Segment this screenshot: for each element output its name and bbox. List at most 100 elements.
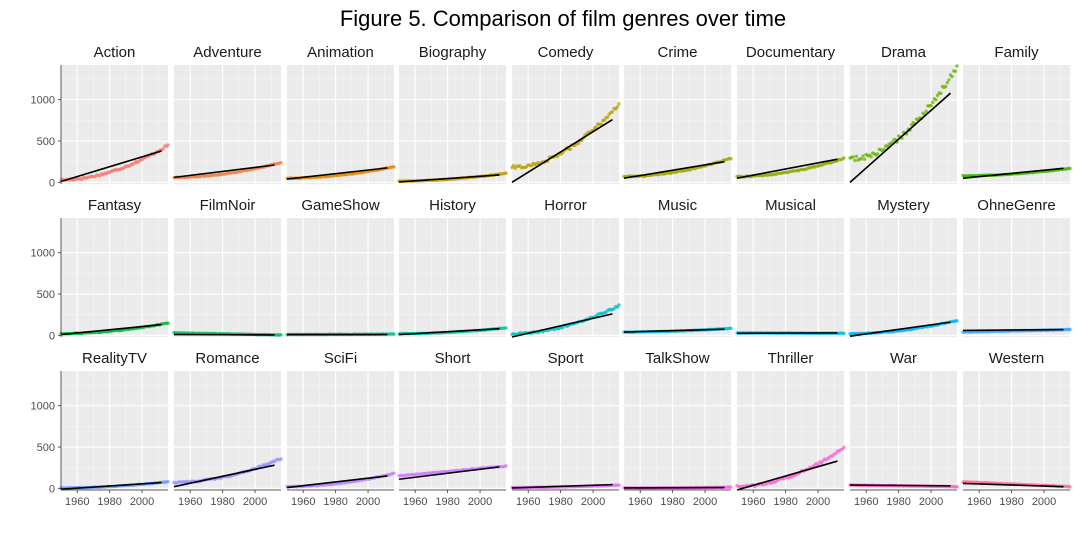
trend-line bbox=[849, 92, 952, 183]
data-point bbox=[1068, 485, 1072, 489]
panel-crime: Crime bbox=[622, 44, 733, 184]
panel-background bbox=[963, 218, 1070, 337]
facet-label: Fantasy bbox=[88, 197, 142, 214]
facet-label: Music bbox=[658, 197, 698, 214]
data-point bbox=[869, 155, 873, 159]
facet-label: Family bbox=[994, 44, 1039, 61]
trend-line bbox=[173, 464, 275, 488]
facet-label: Western bbox=[989, 350, 1045, 367]
data-point bbox=[555, 154, 560, 159]
panel-ohnegenre: OhneGenre bbox=[961, 197, 1072, 337]
y-tick-label: 1000 bbox=[31, 95, 55, 107]
facet-label: Action bbox=[94, 44, 136, 61]
trend-line bbox=[60, 481, 162, 490]
x-tick-label: 1960 bbox=[65, 496, 89, 508]
data-point bbox=[729, 326, 733, 330]
x-tick-label: 1960 bbox=[741, 496, 765, 508]
data-point bbox=[955, 319, 959, 323]
data-point bbox=[392, 471, 396, 475]
data-point bbox=[851, 155, 855, 159]
data-point bbox=[953, 69, 958, 74]
facet-label: FilmNoir bbox=[200, 197, 256, 214]
panel-documentary: Documentary bbox=[735, 44, 846, 184]
x-tick-label: 1980 bbox=[548, 496, 572, 508]
trend-line bbox=[962, 328, 1064, 332]
data-point bbox=[862, 157, 867, 161]
facet-label: Biography bbox=[419, 44, 487, 61]
panel-realitytv: RealityTV 0 500 1000 1960 1980 2000 bbox=[31, 350, 170, 508]
panel-background bbox=[737, 218, 844, 337]
data-point bbox=[853, 158, 857, 163]
data-point bbox=[599, 122, 603, 126]
trend-line bbox=[60, 150, 162, 183]
data-point bbox=[842, 156, 846, 160]
panel-action: Action 0 500 1000 bbox=[31, 44, 170, 189]
facet-label: Horror bbox=[544, 197, 587, 214]
data-point bbox=[504, 464, 508, 468]
data-point bbox=[842, 331, 846, 335]
trend-line bbox=[849, 484, 951, 487]
trend-line bbox=[173, 164, 275, 179]
x-tick-label: 2000 bbox=[919, 496, 943, 508]
data-point bbox=[939, 91, 943, 96]
data-point bbox=[166, 321, 170, 325]
panel-background bbox=[737, 371, 844, 490]
panel-background bbox=[624, 371, 731, 490]
panel-background bbox=[174, 65, 281, 184]
x-tick-label: 1980 bbox=[999, 496, 1023, 508]
panel-background bbox=[61, 218, 168, 337]
panel-sport: Sport 1960 1980 2000 bbox=[510, 350, 621, 508]
data-point bbox=[279, 160, 283, 165]
panel-background bbox=[287, 218, 394, 337]
trend-line bbox=[286, 475, 388, 489]
data-point bbox=[504, 326, 508, 330]
trend-line bbox=[849, 321, 951, 337]
panel-scifi: SciFi 1960 1980 2000 bbox=[285, 350, 396, 508]
x-tick-label: 2000 bbox=[806, 496, 830, 508]
panel-background bbox=[61, 371, 168, 490]
data-point bbox=[935, 93, 940, 98]
facet-label: OhneGenre bbox=[977, 197, 1055, 214]
x-tick-label: 1980 bbox=[660, 496, 684, 508]
panel-talkshow: TalkShow 1960 1980 2000 bbox=[622, 350, 733, 508]
data-point bbox=[617, 483, 621, 487]
x-tick-label: 1980 bbox=[886, 496, 910, 508]
panel-background bbox=[287, 65, 394, 184]
panel-family: Family bbox=[961, 44, 1072, 184]
data-point bbox=[615, 105, 620, 109]
x-tick-label: 1960 bbox=[854, 496, 878, 508]
data-point bbox=[1068, 327, 1072, 332]
data-point bbox=[947, 78, 951, 82]
data-point bbox=[392, 165, 396, 169]
facet-label: War bbox=[890, 350, 917, 367]
panel-filmnoir: FilmNoir bbox=[172, 197, 283, 337]
data-point bbox=[392, 332, 396, 336]
facet-label: Drama bbox=[881, 44, 927, 61]
data-point bbox=[568, 147, 573, 151]
panel-background bbox=[287, 371, 394, 490]
facet-label: Thriller bbox=[768, 350, 814, 367]
trend-line bbox=[623, 328, 725, 333]
x-tick-label: 1960 bbox=[403, 496, 427, 508]
data-point bbox=[854, 154, 859, 158]
data-point bbox=[279, 457, 283, 461]
facet-label: GameShow bbox=[301, 197, 380, 214]
facet-label: Short bbox=[435, 350, 472, 367]
x-tick-label: 1980 bbox=[97, 496, 121, 508]
panel-adventure: Adventure bbox=[172, 44, 283, 184]
panel-romance: Romance 1960 1980 2000 bbox=[172, 350, 283, 508]
y-tick-label: 500 bbox=[37, 136, 55, 148]
x-tick-label: 1960 bbox=[516, 496, 540, 508]
facet-label: Sport bbox=[548, 350, 585, 367]
data-point bbox=[504, 171, 508, 175]
panel-comedy: Comedy bbox=[510, 44, 621, 184]
facet-label: History bbox=[429, 197, 476, 214]
facet-label: Romance bbox=[195, 350, 259, 367]
panel-background bbox=[512, 371, 619, 490]
data-point bbox=[161, 147, 165, 151]
data-point bbox=[606, 115, 610, 119]
x-tick-label: 1960 bbox=[178, 496, 202, 508]
trend-line bbox=[286, 167, 388, 180]
y-tick-label: 0 bbox=[49, 330, 55, 342]
trend-line bbox=[511, 313, 613, 338]
